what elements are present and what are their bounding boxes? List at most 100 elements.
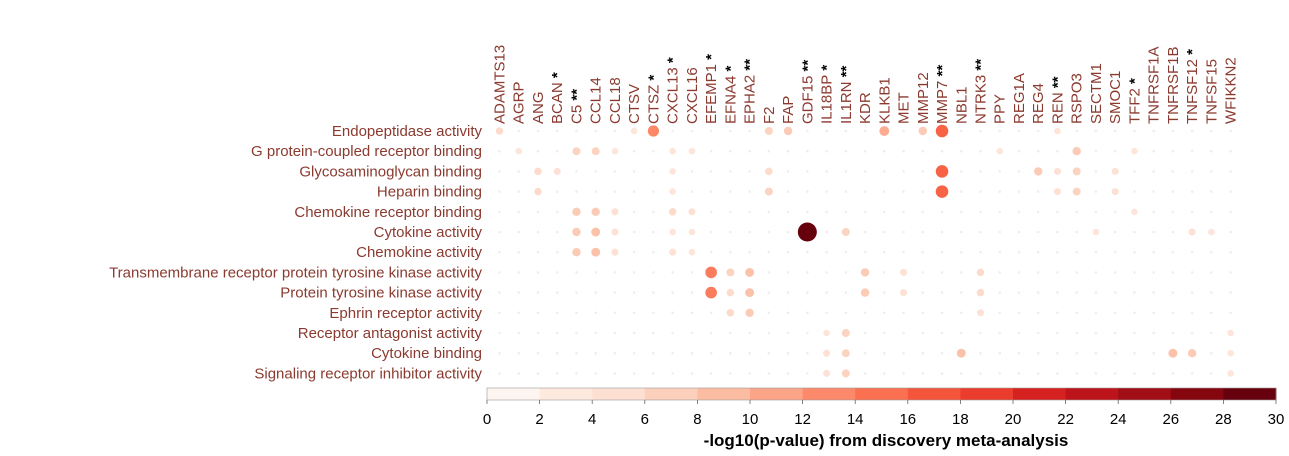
empty-dot: [1171, 331, 1175, 335]
empty-dot: [652, 210, 655, 214]
empty-dot: [632, 170, 636, 173]
empty-dot: [536, 271, 540, 274]
empty-dot: [825, 291, 828, 294]
empty-dot: [1133, 190, 1136, 193]
empty-dot: [613, 331, 617, 335]
data-point: [1208, 228, 1215, 236]
data-point: [976, 288, 985, 297]
empty-dot: [1075, 250, 1078, 254]
empty-dot: [671, 372, 674, 375]
empty-dot: [921, 271, 925, 274]
data-point: [611, 147, 619, 155]
empty-dot: [690, 291, 694, 294]
empty-dot: [1017, 190, 1021, 193]
empty-dot: [690, 331, 694, 335]
empty-dot: [555, 129, 559, 133]
column-gene-name: CXCL13: [665, 67, 682, 124]
colorbar-tick-label: 16: [899, 411, 916, 428]
colorbar-segment: [1065, 388, 1119, 400]
empty-dot: [806, 149, 809, 153]
column-gene-name: MMP7: [934, 81, 951, 124]
empty-dot: [921, 149, 925, 153]
colorbar-segment: [644, 388, 698, 400]
empty-dot: [863, 210, 867, 214]
empty-dot: [1017, 210, 1021, 214]
empty-dot: [806, 170, 809, 173]
data-point: [783, 126, 793, 136]
empty-dot: [1171, 170, 1175, 173]
column-label: CTSV: [626, 84, 643, 124]
colorbar-title: -log10(p-value) from discovery meta-anal…: [704, 431, 1069, 450]
empty-dot: [844, 250, 848, 254]
empty-dot: [729, 129, 732, 133]
empty-dot: [594, 190, 597, 193]
empty-dot: [555, 230, 559, 234]
empty-dot: [498, 210, 501, 214]
data-point: [976, 268, 985, 277]
empty-dot: [517, 372, 521, 375]
empty-dot: [652, 331, 655, 335]
column-label: FAP: [780, 96, 797, 124]
empty-dot: [729, 190, 732, 193]
row-label: Cytokine activity: [374, 224, 483, 241]
empty-dot: [555, 190, 559, 193]
empty-dot: [921, 372, 925, 375]
empty-dot: [1171, 149, 1175, 153]
empty-dot: [1152, 210, 1155, 214]
column-gene-name: ANG: [530, 91, 547, 124]
column-label: NTRK3 **: [973, 59, 990, 124]
empty-dot: [902, 351, 905, 355]
column-label: C5 **: [568, 89, 585, 124]
empty-dot: [1075, 129, 1078, 133]
data-point: [1053, 167, 1061, 175]
empty-dot: [1017, 230, 1021, 234]
empty-dot: [748, 170, 751, 173]
empty-dot: [729, 149, 732, 153]
empty-dot: [786, 311, 790, 315]
empty-dot: [844, 129, 848, 133]
data-point: [745, 267, 755, 277]
empty-dot: [498, 331, 501, 335]
empty-dot: [863, 190, 867, 193]
empty-dot: [652, 230, 655, 234]
data-point: [688, 208, 696, 216]
empty-dot: [671, 351, 674, 355]
empty-dot: [729, 331, 732, 335]
empty-dot: [1152, 149, 1155, 153]
data-point: [688, 228, 696, 236]
data-point: [841, 228, 850, 236]
empty-dot: [1056, 291, 1059, 294]
empty-dot: [729, 170, 732, 173]
data-point: [726, 288, 735, 297]
empty-dot: [1210, 129, 1213, 133]
empty-dot: [613, 372, 617, 375]
empty-dot: [536, 250, 540, 254]
empty-dot: [1017, 311, 1021, 315]
column-gene-name: NBL1: [953, 86, 970, 124]
colorbar-segment: [1170, 388, 1224, 400]
empty-dot: [1190, 210, 1194, 214]
column-label: F2: [761, 106, 778, 124]
empty-dot: [1190, 271, 1194, 274]
empty-dot: [959, 250, 963, 254]
empty-dot: [632, 230, 636, 234]
empty-dot: [883, 271, 886, 274]
empty-dot: [940, 311, 944, 315]
data-point: [611, 248, 619, 256]
empty-dot: [979, 210, 982, 214]
empty-dot: [1190, 291, 1194, 294]
empty-dot: [652, 351, 655, 355]
empty-dot: [652, 311, 655, 315]
empty-dot: [825, 271, 828, 274]
empty-dot: [536, 331, 540, 335]
empty-dot: [1133, 230, 1136, 234]
empty-dot: [1094, 351, 1098, 355]
empty-dot: [1210, 210, 1213, 214]
column-label: REG4: [1030, 83, 1047, 124]
column-label: PPY: [992, 94, 1009, 124]
empty-dot: [1094, 149, 1098, 153]
empty-dot: [1210, 250, 1213, 254]
empty-dot: [998, 170, 1002, 173]
column-label: EPHA2 **: [742, 59, 759, 124]
data-point: [841, 349, 850, 358]
